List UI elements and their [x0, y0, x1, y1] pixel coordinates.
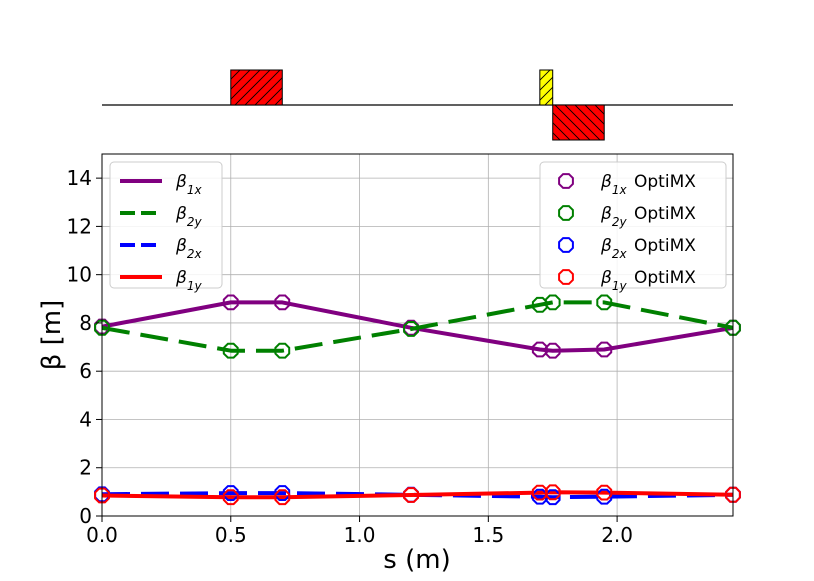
marker-1y-1	[222, 489, 239, 506]
legend-marker-2y	[558, 205, 574, 221]
y-tick-label-0: 0	[79, 504, 92, 528]
legend-marker-label-1x: β1x OptiMX	[600, 172, 696, 197]
sextupole-1-hatch	[539, 70, 553, 105]
y-tick-label-7: 14	[67, 166, 92, 190]
legend-label-1x: β1x	[175, 172, 202, 197]
axes-frame	[101, 153, 734, 517]
marker-1x-5	[544, 342, 561, 359]
legend-label-2y: β2y	[175, 204, 202, 229]
legend-marker-1y	[558, 269, 574, 285]
y-tick-label-4: 8	[79, 311, 92, 335]
marker-1y-7	[725, 486, 741, 503]
x-tick-label-1: 0.5	[215, 523, 247, 547]
y-tick-label-6: 12	[67, 214, 92, 238]
marker-1x-2	[274, 294, 291, 311]
legend-marker-label-2y: β2y OptiMX	[600, 204, 696, 229]
x-tick-label-0: 0.0	[86, 523, 118, 547]
marker-2y-1	[222, 342, 239, 359]
legend-lines-box	[109, 161, 223, 289]
y-axis-ticks: 0 2 4 6 8 10 12 14	[67, 166, 102, 528]
quadrupole-0-hatch	[230, 70, 283, 105]
lattice-diagram	[102, 69, 733, 141]
y-tick-label-2: 4	[79, 407, 92, 431]
quadrupole-2-hatch	[552, 105, 605, 140]
marker-1y-6	[596, 484, 613, 501]
plot-frame	[101, 153, 734, 517]
x-axis-ticks: 0.0 0.5 1.0 1.5 2.0	[86, 516, 633, 547]
marker-2y-2	[274, 342, 291, 359]
legend-markers-box	[539, 161, 727, 289]
y-tick-label-3: 6	[79, 359, 92, 383]
marker-2y-3	[403, 321, 419, 337]
x-tick-label-2: 1.0	[344, 523, 376, 547]
marker-2y-6	[596, 294, 613, 311]
legend-markers: β1x OptiMX β2y OptiMX β2x OptiMX β1y OptiMX	[539, 161, 727, 293]
marker-1x-1	[222, 294, 239, 311]
y-tick-label-1: 2	[79, 456, 92, 480]
marker-1y-4	[531, 484, 548, 501]
marker-2x-1	[222, 485, 239, 501]
x-tick-label-3: 1.5	[472, 523, 504, 547]
legend-lines: β1x β2y β2x β1y	[109, 161, 223, 293]
series-line-1y	[102, 490, 733, 500]
marker-1x-6	[596, 341, 613, 358]
legend-marker-label-1y: β1y OptiMX	[600, 268, 696, 293]
marker-1y-5	[544, 484, 561, 501]
marker-2y-0	[94, 319, 110, 336]
legend-marker-2x	[558, 237, 574, 253]
marker-1y-2	[274, 489, 291, 506]
legend-marker-1x	[558, 173, 574, 189]
series-lines	[102, 300, 733, 500]
y-tick-label-5: 10	[67, 263, 92, 287]
marker-layer	[94, 294, 741, 506]
x-tick-label-4: 2.0	[601, 523, 633, 547]
legend-label-2x: β2x	[175, 236, 202, 261]
marker-2y-7	[725, 319, 741, 336]
marker-2x-2	[274, 485, 291, 501]
marker-2y-5	[544, 294, 561, 311]
series-line-2y	[102, 300, 733, 353]
y-axis-label: β [m]	[37, 300, 67, 370]
marker-1y-0	[94, 487, 110, 504]
marker-1x-4	[531, 341, 548, 358]
marker-1y-3	[403, 487, 419, 503]
legend-marker-label-2x: β2x OptiMX	[600, 236, 696, 261]
legend-label-1y: β1y	[175, 268, 202, 293]
x-axis-label: s (m)	[383, 545, 450, 575]
series-line-1x	[102, 300, 733, 353]
